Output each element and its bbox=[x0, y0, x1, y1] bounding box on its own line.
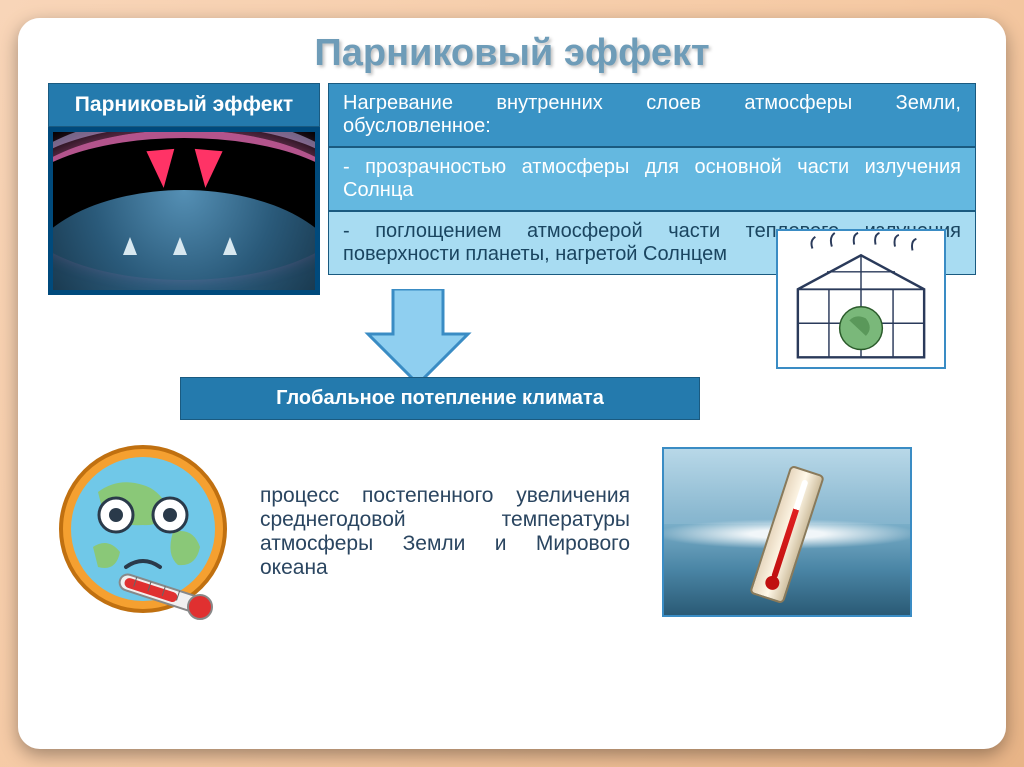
definition-point-1: - прозрачностью атмосферы для основной ч… bbox=[328, 147, 976, 211]
global-warming-banner: Глобальное потепление климата bbox=[180, 377, 700, 420]
ocean-thermometer-illustration bbox=[662, 447, 912, 617]
definition-intro: Нагревание внутренних слоев атмосферы Зе… bbox=[328, 83, 976, 147]
left-block: Парниковый эффект bbox=[48, 83, 320, 295]
slide-frame: Парниковый эффект Парниковый эффект Нагр… bbox=[18, 18, 1006, 749]
global-warming-definition: процесс постепенного увеличения среднего… bbox=[260, 484, 640, 580]
greenhouse-illustration bbox=[776, 229, 946, 369]
atmosphere-diagram bbox=[48, 127, 320, 295]
sick-earth-illustration bbox=[48, 437, 238, 627]
term-header: Парниковый эффект bbox=[48, 83, 320, 127]
bottom-row: процесс постепенного увеличения среднего… bbox=[48, 437, 976, 627]
down-arrow-icon bbox=[358, 289, 478, 389]
slide-title: Парниковый эффект bbox=[48, 32, 976, 75]
mid-section: Глобальное потепление климата bbox=[48, 289, 976, 429]
